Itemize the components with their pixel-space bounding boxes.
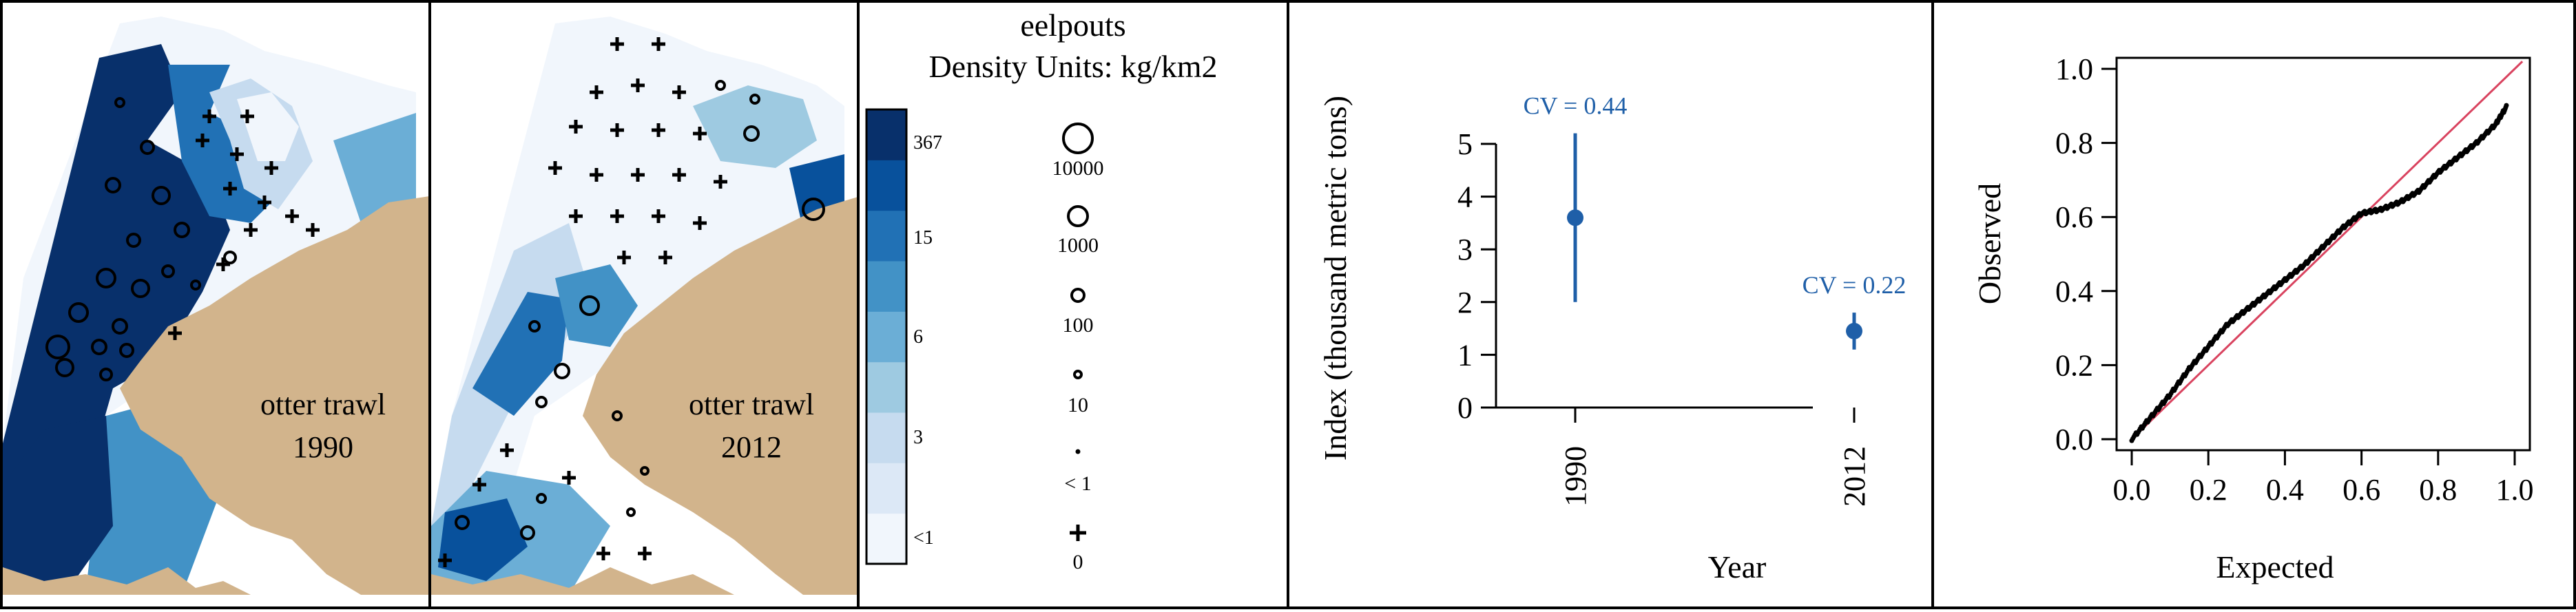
y-tick-label: 2 [1457,286,1473,319]
land-south [431,567,734,595]
y-tick-label: 1 [1457,338,1473,372]
qq-y-axis-title: Observed [1972,183,2007,304]
y-tick-label: 5 [1457,127,1473,161]
color-scale-bin [866,412,906,463]
x-tick-label: 0.0 [2113,473,2151,507]
legend-units: Density Units: kg/km2 [928,49,1217,84]
stations-1990 [45,97,237,381]
land [120,196,434,595]
y-tick-label: 0.2 [2055,348,2093,382]
index-axes: 0 1 2 3 4 5 1990 2012 [1457,127,1871,507]
map-1990-svg: otter trawl 1990 [3,17,434,595]
color-tick-label: 6 [913,326,923,348]
stations-zero-2012 [438,37,727,567]
color-scale-bin [866,463,906,514]
map-panel-2012: otter trawl 2012 [428,0,862,609]
density-layer-west-mid [472,292,569,416]
index-chart: 0 1 2 3 4 5 1990 2012 CV = 0.44 CV = 0.22 Year I… [1318,92,1907,584]
x-tick-label: 0.8 [2419,473,2457,507]
map-gear-label: otter trawl [689,388,814,421]
map-gear-label: otter trawl [260,388,386,421]
y-tick-label: 0.6 [2055,200,2093,234]
density-layer-east [333,113,416,223]
color-scale-bin [866,261,906,312]
size-label: 0 [1073,551,1083,573]
x-tick-label: 0.2 [2190,473,2227,507]
density-layer-south-high [438,498,528,581]
stations-2012 [455,80,825,540]
map-year-label: 1990 [293,430,353,464]
land-south [3,567,251,595]
cv-annotation: CV = 0.22 [1803,271,1907,299]
y-tick-label: 0.0 [2055,423,2093,456]
color-tick-labels: 367 15 6 3 <1 [913,132,942,549]
y-tick-label: 0.8 [2055,127,2093,160]
qq-x-axis-title: Expected [2216,549,2334,584]
qq-marks [2129,61,2524,443]
color-scale-bin [866,513,906,564]
size-symbol-10 [1073,370,1083,379]
y-tick-label: 1.0 [2055,52,2093,86]
x-tick-label: 0.4 [2266,473,2304,507]
land [583,196,862,595]
size-label: 100 [1063,314,1094,337]
qq-point [2504,103,2509,108]
size-symbol-1000 [1067,205,1089,227]
density-color-scale [865,108,908,565]
color-scale-bin [866,109,906,160]
color-tick-label: <1 [913,527,934,549]
color-scale-bin [866,210,906,262]
reference-line [2130,61,2524,441]
qq-chart: 0.0 0.2 0.4 0.6 0.8 1.0 0.0 0.2 0.4 0.6 0.8 1.0 Exp… [1972,52,2534,584]
size-label: 1000 [1057,234,1099,257]
legend-title: eelpouts [1020,8,1125,43]
map-2012-svg: otter trawl 2012 [431,17,862,595]
index-marks: CV = 0.44 CV = 0.22 [1524,92,1907,350]
color-scale-border [865,108,908,565]
qq-panel: 0.0 0.2 0.4 0.6 0.8 1.0 0.0 0.2 0.4 0.6 0.8 1.0 Exp… [1931,0,2576,609]
color-tick-label: 367 [913,132,942,154]
size-symbol-100 [1070,288,1086,303]
map-panel-1990: otter trawl 1990 [0,0,434,609]
size-label: 10 [1068,394,1088,416]
map-year-label: 2012 [721,430,782,464]
index-point [1567,209,1583,226]
y-tick-label: 0 [1457,391,1473,425]
index-x-axis-title: Year [1708,549,1767,584]
size-label: 10000 [1052,157,1104,180]
size-label: < 1 [1064,472,1091,495]
legend-svg: eelpouts Density Units: kg/km2 367 15 6 … [865,8,1218,573]
density-layer-center [555,264,638,347]
y-tick-label: 3 [1457,233,1473,266]
color-tick-label: 15 [913,227,933,249]
density-layer-south-high [3,416,113,595]
x-tick-label: 1990 [1559,446,1592,507]
size-labels: 10000 1000 100 10 < 1 0 [1052,157,1104,573]
color-scale-bin [866,361,906,413]
density-layer-lowest [237,92,299,161]
x-tick-label: 2012 [1838,446,1871,507]
size-symbol-zero [1070,525,1086,541]
plot-frame [2115,56,2531,452]
color-tick-label: 3 [913,427,923,448]
color-scale-bin [866,160,906,211]
qq-axes: 0.0 0.2 0.4 0.6 0.8 1.0 0.0 0.2 0.4 0.6 0.8 1.0 [2055,52,2534,507]
y-tick-label: 4 [1457,180,1473,214]
x-tick-label: 0.6 [2343,473,2380,507]
legend-panel: eelpouts Density Units: kg/km2 367 15 6 … [857,0,1289,609]
index-point [1846,322,1862,339]
y-tick-label: 0.4 [2055,275,2093,308]
index-panel: 0 1 2 3 4 5 1990 2012 CV = 0.44 CV = 0.22 Year I… [1287,0,1934,609]
stations-zero-1990 [168,109,320,340]
cv-annotation: CV = 0.44 [1524,92,1628,120]
size-legend [1062,123,1094,541]
index-y-axis-title: Index (thousand metric tons) [1318,96,1353,461]
size-symbol-10000 [1062,123,1094,154]
size-symbol-lt1 [1075,449,1081,454]
x-tick-label: 1.0 [2496,473,2534,507]
color-scale-bin [866,311,906,363]
